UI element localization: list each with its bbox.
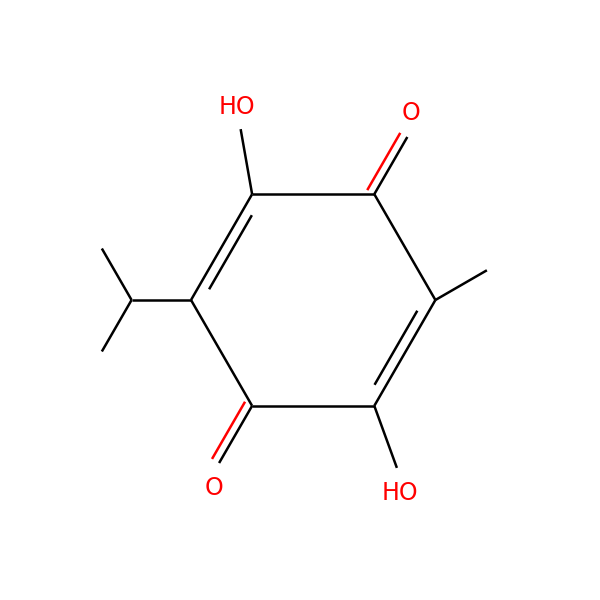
Text: HO: HO <box>219 95 256 119</box>
Text: HO: HO <box>382 481 419 505</box>
Text: O: O <box>205 476 223 500</box>
Text: O: O <box>401 101 420 125</box>
